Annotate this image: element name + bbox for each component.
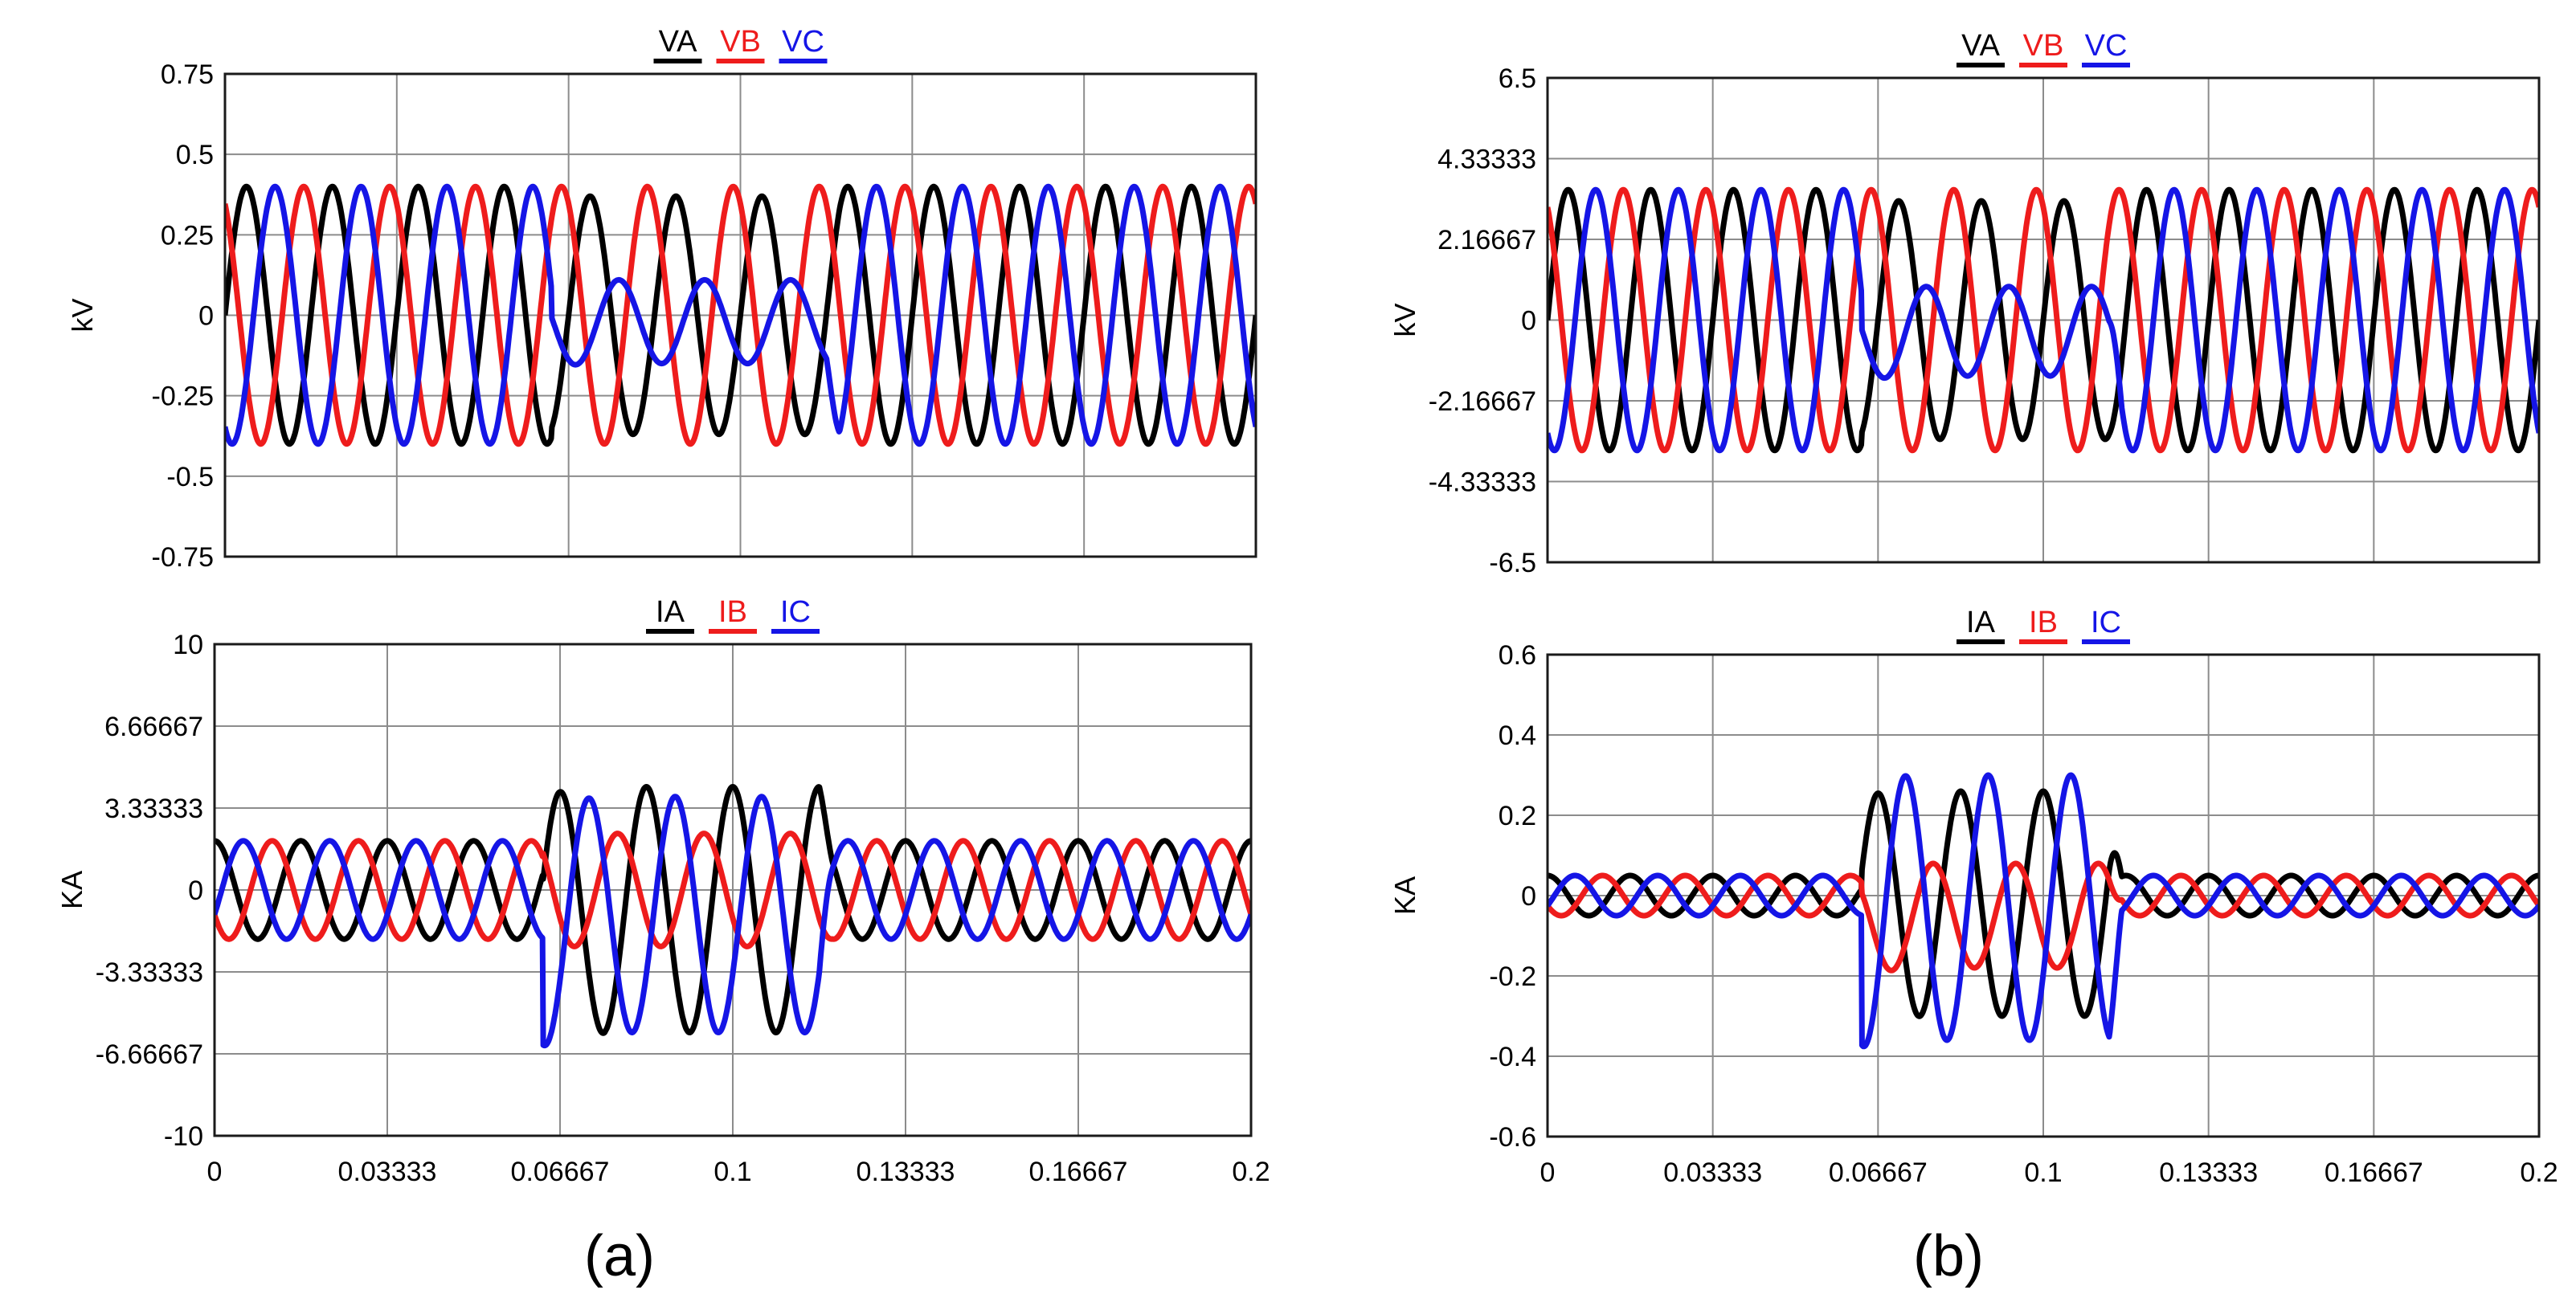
- legend-label-ia: IA: [656, 595, 685, 629]
- legend: VA VB VC: [1957, 29, 2130, 67]
- legend-label-va: VA: [659, 25, 698, 59]
- series-line-va: [225, 183, 1256, 447]
- caption-b: (b): [1913, 1224, 1984, 1288]
- x-tick-label: 0.16667: [2325, 1157, 2423, 1188]
- legend-label-ic: IC: [780, 595, 811, 629]
- y-tick-label: 4.33333: [1437, 145, 1536, 175]
- plot-b-bottom: 0.60.40.20-0.2-0.4-0.60 0.03333 0.06667 0.1…: [1388, 606, 2558, 1188]
- x-tick-label: 0.13333: [857, 1157, 955, 1187]
- y-axis-label: kV: [1388, 303, 1421, 337]
- y-tick-label: 0.2: [1499, 801, 1536, 831]
- plot-frame: [1546, 76, 2541, 564]
- legend-label-vb: VB: [720, 25, 761, 59]
- y-tick-label: 6.66667: [104, 712, 203, 742]
- y-axis-label: kV: [66, 298, 99, 332]
- y-tick-label: -0.2: [1489, 961, 1536, 992]
- y-tick-label: 0: [188, 876, 203, 906]
- y-tick-label: -0.75: [152, 542, 215, 573]
- plot-b-top: 6.5 4.33333 2.16667 0 -2.16667 -4.33333 -6.5 kV…: [1388, 29, 2541, 578]
- y-tick-label: 3.33333: [104, 794, 203, 824]
- series-line-vc: [1548, 186, 2539, 454]
- y-tick-label: 0: [198, 301, 214, 332]
- y-axis-label: KA: [1388, 876, 1421, 915]
- y-tick-label: -6.66667: [96, 1039, 203, 1070]
- plot-a-top: 0.75 0.5 0.25 0 -0.25 -0.5 -0.75 kV VA VB VC: [66, 25, 1257, 573]
- legend-label-vc: VC: [2085, 29, 2128, 63]
- x-tick-label: 0: [207, 1157, 223, 1187]
- y-tick-label: -6.5: [1489, 548, 1536, 578]
- series-line-ic: [1548, 772, 2539, 1050]
- y-tick-label: 0.5: [176, 140, 214, 170]
- x-tick-label: 0.1: [714, 1157, 751, 1187]
- legend-label-ib: IB: [718, 595, 747, 629]
- y-tick-label: -10: [164, 1121, 203, 1152]
- legend-label-ic: IC: [2091, 606, 2121, 639]
- y-tick-label: -0.25: [152, 382, 215, 412]
- legend-label-vb: VB: [2023, 29, 2064, 63]
- y-axis-label: KA: [55, 871, 88, 909]
- y-tick-label: 0.25: [161, 220, 214, 251]
- legend: VA VB VC: [653, 25, 828, 63]
- series-line-vb: [1548, 186, 2539, 454]
- y-tick-label: -3.33333: [96, 957, 203, 988]
- x-tick-label: 0.03333: [338, 1157, 437, 1187]
- series-line-ia: [1548, 788, 2539, 1019]
- y-tick-label: 10: [173, 630, 203, 660]
- x-tick-label: 0.13333: [2159, 1157, 2258, 1188]
- legend: IA IB IC: [1957, 606, 2130, 644]
- x-tick-label: 0.1: [2024, 1157, 2062, 1188]
- plot-frame: [1546, 653, 2541, 1138]
- y-tick-label: 2.16667: [1437, 225, 1536, 255]
- x-tick-label: 0.2: [1232, 1157, 1270, 1187]
- plot-frame: [223, 72, 1257, 558]
- plot-frame: [213, 643, 1253, 1137]
- series-line-vb: [225, 183, 1256, 447]
- series-line-ia: [215, 784, 1251, 1036]
- legend-label-ia: IA: [1966, 606, 1996, 639]
- legend-label-va: VA: [1961, 29, 2001, 63]
- x-tick-label: 0: [1540, 1157, 1556, 1188]
- y-tick-label: -0.5: [166, 462, 214, 492]
- y-tick-label: 0.4: [1499, 720, 1536, 751]
- y-tick-label: 0.6: [1499, 640, 1536, 671]
- y-tick-label: 0: [1521, 306, 1536, 337]
- y-tick-label: -2.16667: [1429, 386, 1536, 417]
- x-tick-label: 0.2: [2520, 1157, 2558, 1188]
- y-tick-label: 0: [1521, 881, 1536, 912]
- x-tick-label: 0.06667: [1829, 1157, 1928, 1188]
- x-tick-label: 0.16667: [1029, 1157, 1128, 1187]
- caption-a: (a): [584, 1224, 655, 1288]
- series-line-va: [1548, 186, 2539, 454]
- legend: IA IB IC: [646, 595, 820, 634]
- y-tick-label: -0.6: [1489, 1122, 1536, 1153]
- legend-label-ib: IB: [2029, 606, 2058, 639]
- legend-label-vc: VC: [782, 25, 824, 59]
- x-tick-label: 0.06667: [511, 1157, 610, 1187]
- y-tick-label: 0.75: [161, 59, 214, 90]
- y-tick-label: -4.33333: [1429, 467, 1536, 498]
- y-tick-label: 6.5: [1499, 63, 1536, 94]
- series-line-vc: [225, 183, 1256, 447]
- x-tick-label: 0.03333: [1663, 1157, 1762, 1188]
- series-line-ic: [215, 794, 1251, 1049]
- y-tick-label: -0.4: [1489, 1042, 1536, 1072]
